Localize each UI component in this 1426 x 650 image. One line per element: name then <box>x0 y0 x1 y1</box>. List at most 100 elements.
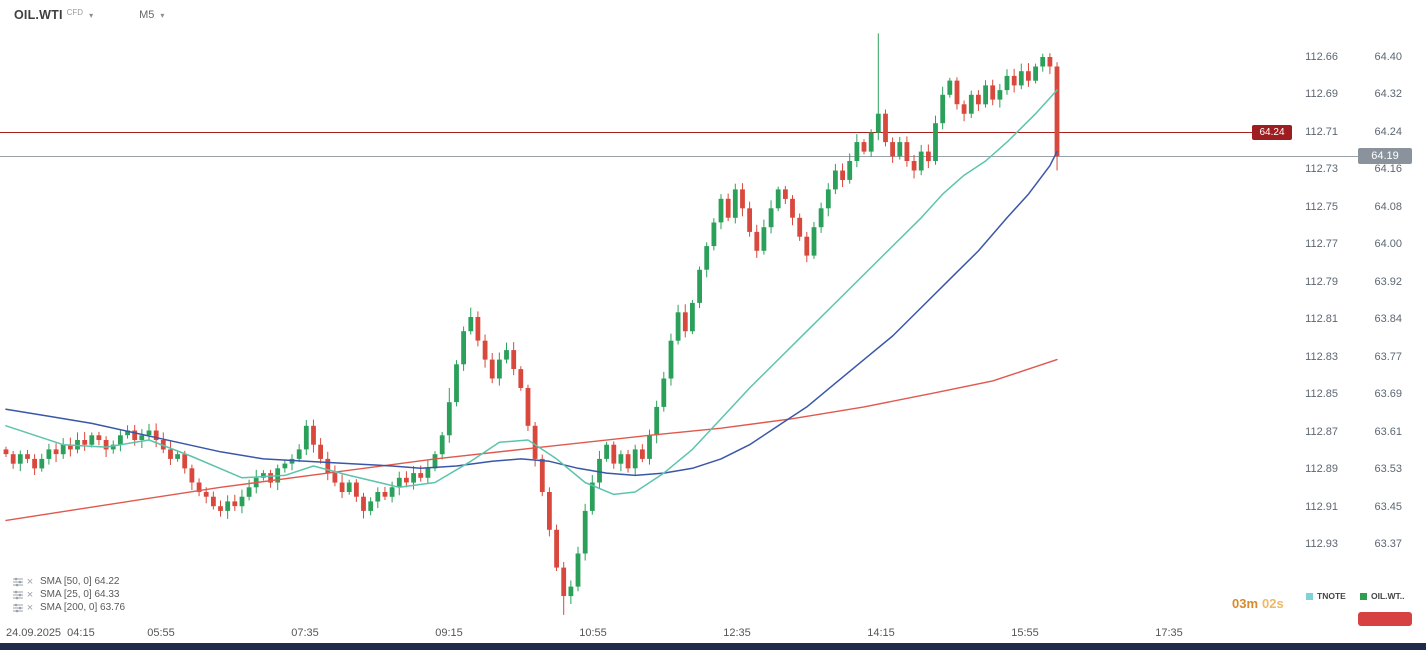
sma-line <box>5 89 1058 496</box>
instrument-tab-oilwti[interactable]: OIL.WT.. <box>1360 591 1405 601</box>
chevron-down-icon: ▾ <box>160 10 165 20</box>
indicator-settings-icon[interactable] <box>12 603 24 613</box>
candle-body <box>1054 66 1060 157</box>
countdown-seconds: 02s <box>1262 596 1284 611</box>
sma-line <box>5 150 1058 477</box>
candle-body <box>189 468 195 483</box>
candle-body <box>268 473 273 483</box>
candle-body <box>854 142 860 161</box>
candle-body <box>110 444 116 450</box>
candle-body <box>875 113 881 133</box>
chevron-down-icon[interactable]: ▾ <box>89 10 94 20</box>
candle-body <box>125 430 130 436</box>
candle-body <box>361 496 366 511</box>
candle-body <box>868 132 874 152</box>
candle-body <box>482 340 488 360</box>
candle-body <box>532 425 538 459</box>
candle-body <box>296 449 302 459</box>
candle-body <box>704 246 710 270</box>
timeframe-selector[interactable]: M5 ▾ <box>139 9 164 21</box>
candle-body <box>632 449 638 469</box>
candle-body <box>396 477 402 488</box>
candle-body <box>218 506 223 511</box>
candle-body <box>82 440 88 445</box>
remove-indicator-icon[interactable]: × <box>26 575 34 588</box>
candle-body <box>332 473 338 483</box>
candle-body <box>933 123 938 161</box>
horizontal-scrollbar[interactable] <box>0 643 1426 650</box>
candle-body <box>754 231 760 251</box>
indicator-row-sma50: × SMA [50, 0] 64.22 <box>12 575 125 588</box>
candle-body <box>647 435 652 459</box>
candle-body <box>561 567 567 596</box>
candle-body <box>1047 57 1053 67</box>
remove-indicator-icon[interactable]: × <box>26 588 34 601</box>
candle-body <box>89 435 95 445</box>
candle-body <box>339 482 345 492</box>
sell-price-button[interactable] <box>1358 612 1412 626</box>
candle-countdown-timer: 03m 02s <box>1232 596 1284 611</box>
candle-body <box>668 340 674 379</box>
indicator-settings-icon[interactable] <box>12 577 24 587</box>
candle-body <box>1018 71 1024 86</box>
candle-body <box>382 492 388 497</box>
candle-body <box>961 104 967 114</box>
candle-body <box>411 473 416 483</box>
alert-price-line[interactable] <box>0 132 1252 133</box>
candle-body <box>1033 66 1038 81</box>
instrument-name[interactable]: OIL.WTI <box>14 8 63 22</box>
countdown-minutes: 03m <box>1232 596 1259 611</box>
candle-body <box>575 553 581 587</box>
candle-body <box>53 449 59 455</box>
candle-body <box>68 444 73 450</box>
candle-body <box>139 435 145 440</box>
current-price-badge: 64.19 <box>1358 148 1412 164</box>
candle-body <box>968 94 974 114</box>
candle-body <box>461 331 466 365</box>
candle-body <box>883 113 888 143</box>
candle-body <box>1026 71 1031 81</box>
candle-body <box>153 430 159 440</box>
candle-body <box>246 487 252 497</box>
candle-body <box>404 477 409 483</box>
candle-body <box>904 142 910 161</box>
candle-body <box>940 94 946 124</box>
candle-body <box>46 449 52 459</box>
candle-body <box>261 473 266 478</box>
candle-body <box>211 496 216 507</box>
candle-body <box>1004 75 1010 91</box>
candle-body <box>475 317 481 341</box>
candle-body <box>346 482 352 492</box>
candle-body <box>318 444 323 459</box>
candle-body <box>182 454 188 469</box>
candle-body <box>225 501 231 511</box>
candle-body <box>775 189 781 209</box>
candle-body <box>389 487 395 497</box>
candle-body <box>682 312 688 332</box>
candle-body <box>354 482 359 497</box>
candle-body <box>525 388 531 426</box>
candle-body <box>432 454 438 469</box>
candle-body <box>103 440 109 450</box>
candle-body <box>118 435 123 445</box>
candle-body <box>783 189 788 199</box>
candle-body <box>790 198 795 218</box>
candle-body <box>568 586 574 597</box>
candle-body <box>504 350 509 360</box>
indicator-label: SMA [25, 0] 64.33 <box>40 589 120 600</box>
candle-body <box>554 529 559 568</box>
candle-body <box>861 142 867 152</box>
candle-body <box>425 468 431 478</box>
candle-body <box>39 458 45 469</box>
instrument-tab-tnote[interactable]: TNOTE <box>1306 591 1346 601</box>
candle-body <box>282 463 288 469</box>
indicator-settings-icon[interactable] <box>12 590 24 600</box>
candle-body <box>911 161 917 171</box>
candle-body <box>926 151 931 162</box>
candle-body <box>675 312 681 341</box>
candle-body <box>997 90 1003 100</box>
candle-body <box>10 454 16 464</box>
remove-indicator-icon[interactable]: × <box>26 601 34 614</box>
candle-body <box>840 170 845 180</box>
